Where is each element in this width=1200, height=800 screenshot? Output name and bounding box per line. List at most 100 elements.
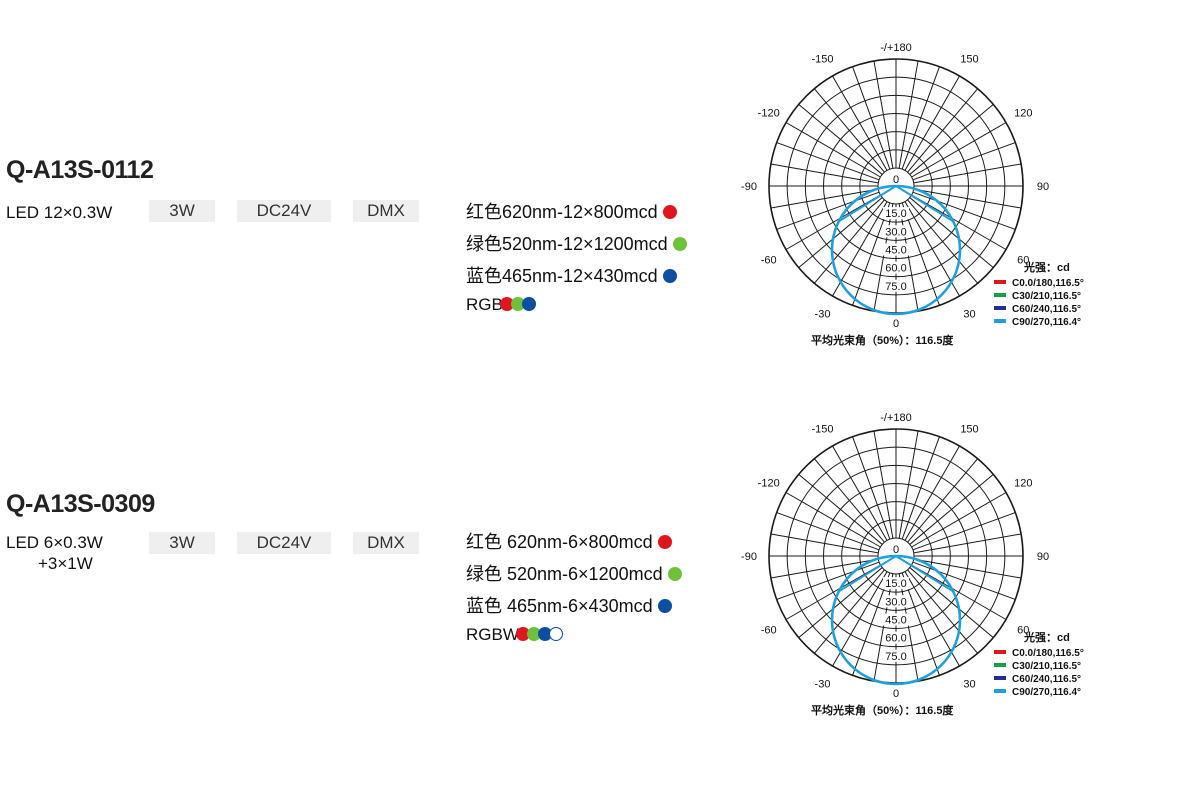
legend-swatch-icon (994, 676, 1006, 680)
angle-label: 30 (963, 678, 975, 690)
power-badge: 3W (149, 200, 215, 222)
polar-light-distribution-1: 15.0 30.0 45.0 60.0 75.0 0 -/+180 0 -150 150 -120 1… (740, 40, 1200, 360)
legend-item: C60/240,116.5° (994, 673, 1084, 686)
intensity-legend: 光强：cd C0.0/180,116.5° C30/210,116.5° C60… (994, 632, 1084, 699)
radial-label-bg (883, 613, 909, 626)
beam-angle-note: 平均光束角（50%）：116.5度 (811, 705, 954, 717)
radial-label: 75.0 (885, 651, 906, 663)
angle-label: -30 (815, 678, 831, 690)
radial-label: 15.0 (885, 578, 906, 590)
green-dot-icon (672, 237, 687, 251)
polar-ring (804, 94, 988, 278)
angle-label: 120 (1014, 478, 1032, 490)
beam-angle-note: 平均光束角（50%）：116.5度 (811, 335, 954, 347)
blue-dot-icon (657, 599, 672, 613)
power-badge: 3W (149, 532, 215, 554)
polar-inner-ring (877, 167, 915, 205)
angle-label: -90 (741, 181, 757, 193)
polar-ring (786, 76, 1006, 296)
angle-label: -120 (758, 478, 780, 490)
radial-label-bg (883, 243, 909, 256)
polar-grid (768, 58, 1024, 314)
radial-label-bg (883, 595, 909, 608)
radial-label: 15.0 (885, 208, 906, 220)
led-spec: LED 6×0.3W +3×1W (6, 532, 103, 574)
angle-label: 90 (1037, 181, 1049, 193)
polar-diagram: 15.0 30.0 45.0 60.0 75.0 0 -/+180 0 -150 150 -120 1… (741, 42, 1049, 330)
legend-swatch-icon (994, 689, 1006, 693)
green-dot-icon (526, 627, 541, 641)
model-number: Q-A13S-0309 (6, 490, 155, 518)
radial-label: 60.0 (885, 633, 906, 645)
blue-dot-icon (537, 627, 552, 641)
angle-label: 120 (1014, 108, 1032, 120)
polar-diagram: 15.0 30.0 45.0 60.0 75.0 0 -/+180 0 -150 150 -120 1… (741, 412, 1049, 700)
color-mode: RGBW (466, 624, 682, 646)
angle-label-180: -/+180 (880, 412, 912, 424)
angle-label: 60 (1017, 625, 1029, 637)
blue-dot-icon (521, 297, 536, 311)
radial-label: 45.0 (885, 245, 906, 257)
angle-label: 90 (1037, 551, 1049, 563)
product-block-1: Q-A13S-0112 LED 12×0.3W 3W DC24V DMX 红色6… (0, 0, 1200, 360)
legend-item: C0.0/180,116.5° (994, 647, 1084, 660)
angle-label: -120 (758, 108, 780, 120)
radial-label: 45.0 (885, 615, 906, 627)
angle-label: -150 (811, 54, 833, 66)
angle-label: -30 (815, 308, 831, 320)
control-badge: DMX (353, 200, 419, 222)
legend-swatch-icon (994, 306, 1006, 310)
legend-title: 光强：cd (1024, 262, 1070, 274)
radial-label-bg (883, 279, 909, 292)
radial-label-bg (883, 207, 909, 220)
polar-light-distribution-2: 15.0 30.0 45.0 60.0 75.0 0 -/+180 0 -150 150 -120 1… (740, 410, 1200, 730)
model-number: Q-A13S-0112 (6, 156, 154, 184)
polar-ring (859, 149, 933, 223)
color-spec-list: 红色620nm-12×800mcd 绿色520nm-12×1200mcd 蓝色4… (466, 198, 687, 316)
angle-label: 60 (1017, 255, 1029, 267)
voltage-badge: DC24V (237, 200, 331, 222)
angle-label: 150 (960, 424, 978, 436)
legend-swatch-icon (994, 293, 1006, 297)
legend-item: C90/270,116.4° (994, 686, 1084, 699)
color-spec-blue: 蓝色465nm-12×430mcd (466, 262, 687, 294)
color-spec-red: 红色 620nm-6×800mcd (466, 528, 682, 560)
color-spec-red: 红色620nm-12×800mcd (466, 198, 687, 230)
legend-swatch-icon (994, 280, 1006, 284)
blue-dot-icon (662, 269, 677, 283)
legend-item: C0.0/180,116.5° (994, 277, 1084, 290)
product-block-2: Q-A13S-0309 LED 6×0.3W +3×1W 3W DC24V DM… (0, 372, 1200, 732)
legend-item: C90/270,116.4° (994, 316, 1084, 329)
angle-label-0: 0 (893, 688, 899, 700)
polar-ring (823, 483, 969, 629)
voltage-badge: DC24V (237, 532, 331, 554)
legend-item: C30/210,116.5° (994, 660, 1084, 673)
red-dot-icon (515, 627, 530, 641)
radial-label-bg (883, 261, 909, 274)
beam-edge-line (838, 185, 897, 223)
polar-ring (786, 446, 1006, 666)
angle-label-0: 0 (893, 318, 899, 330)
center-label: 0 (893, 174, 899, 186)
polar-ring (841, 501, 951, 611)
radial-label: 75.0 (885, 281, 906, 293)
led-spec-line2: +3×1W (38, 554, 93, 573)
polar-ring (859, 519, 933, 593)
legend-title: 光强：cd (1024, 632, 1070, 644)
white-dot-icon (548, 627, 563, 641)
center-label: 0 (893, 544, 899, 556)
angle-label: -60 (761, 625, 777, 637)
polar-ring (804, 464, 988, 648)
legend-item: C30/210,116.5° (994, 290, 1084, 303)
radial-label: 30.0 (885, 226, 906, 238)
red-dot-icon (662, 205, 677, 219)
legend-swatch-icon (994, 319, 1006, 323)
control-badge: DMX (353, 532, 419, 554)
beam-edge-line (838, 555, 897, 593)
red-dot-icon (499, 297, 514, 311)
radial-label: 30.0 (885, 596, 906, 608)
green-dot-icon (667, 567, 682, 581)
intensity-legend: 光强：cd C0.0/180,116.5° C30/210,116.5° C60… (994, 262, 1084, 329)
angle-label: 150 (960, 54, 978, 66)
radial-label-bg (883, 649, 909, 662)
